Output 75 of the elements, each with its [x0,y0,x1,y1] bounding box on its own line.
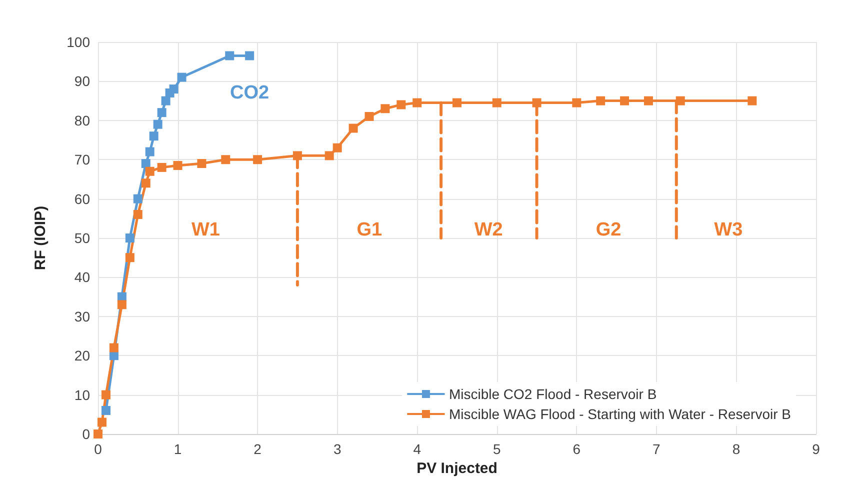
y-tick-label: 20 [74,348,90,364]
point [169,84,178,94]
point [125,253,134,262]
point [125,234,134,242]
point [452,98,462,108]
annotation: CO2 [230,82,270,104]
x-axis-title: PV Injected [416,460,498,477]
point [97,418,106,427]
point [101,406,110,415]
x-tick-label: 9 [812,441,820,457]
point [676,96,685,106]
point [748,96,757,106]
point [161,96,170,106]
y-tick-label: 60 [74,190,90,207]
point [117,300,126,310]
y-tick-label: 50 [74,230,90,246]
point [292,151,302,160]
point [141,178,150,188]
point [145,166,154,176]
y-tick-label: 10 [74,386,90,403]
point [396,100,406,110]
point [225,51,234,60]
y-tick-label: 100 [66,34,90,50]
point [197,159,206,168]
legend-label: Miscible WAG Flood - Starting with Water - Reservoir B [448,406,792,422]
legend-label: Miscible CO2 Flood - Reservoir B [448,386,657,402]
annotation: G1 [356,220,383,241]
annotation: G2 [596,220,622,241]
point [177,72,186,82]
point [145,147,154,156]
y-tick-label: 70 [74,152,90,168]
point [109,343,118,352]
x-tick-label: 1 [174,441,182,457]
x-tick-label: 7 [652,441,661,457]
point [157,162,166,172]
point [133,210,142,219]
point [644,96,653,106]
point [364,112,374,121]
point [153,120,162,129]
point [572,98,582,108]
point [596,96,606,106]
point [532,98,542,108]
point [94,430,102,438]
point [380,104,390,114]
point [173,160,182,170]
x-tick-label: 8 [732,441,740,457]
point [157,108,166,118]
y-tick-label: 30 [74,308,90,324]
point [149,132,158,141]
y-axis-title: RF (IOIP) [32,206,49,270]
point [620,96,630,106]
annotation: W2 [474,220,503,241]
y-tick-label: 0 [82,426,90,442]
x-tick-label: 0 [94,441,102,457]
x-tick-label: 3 [333,441,342,457]
x-tick-label: 4 [413,441,422,457]
point [101,390,110,400]
point [141,159,150,168]
y-tick-label: 40 [74,269,90,286]
point [412,98,422,108]
point [133,194,142,204]
annotation: W3 [714,220,743,241]
point [332,143,342,152]
y-tick-label: 90 [74,73,90,90]
point [245,51,254,60]
x-tick-label: 5 [492,441,501,457]
annotation: W1 [191,220,220,241]
point [221,155,230,164]
y-tick-label: 80 [74,112,90,128]
point [492,98,502,108]
x-tick-label: 2 [254,441,262,457]
point [348,124,358,133]
point [253,155,262,164]
point [324,151,334,160]
x-tick-label: 6 [572,441,581,457]
